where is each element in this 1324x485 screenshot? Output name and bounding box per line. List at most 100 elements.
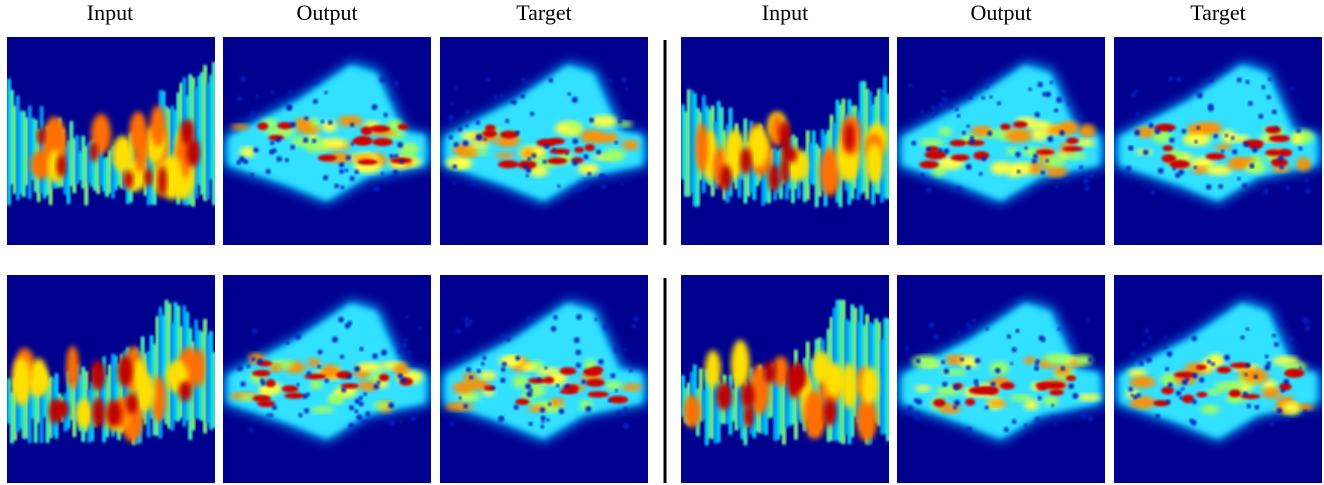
cold-dot [1045,91,1052,98]
warm-blob [914,384,931,392]
streak [811,359,816,418]
cold-dot [529,388,533,393]
streak [75,135,80,185]
cold-dot [965,163,972,170]
cold-dot [1271,109,1277,115]
cold-dot [573,337,580,343]
warm-blob [1282,402,1300,413]
cold-dot [265,168,271,174]
cold-dot [1273,178,1278,183]
cold-dot [911,140,917,146]
hot-core [1196,391,1208,398]
streak [146,129,151,206]
cold-dot [373,187,379,193]
hot-core [1066,137,1079,144]
cold-dot [1258,113,1264,119]
streak [853,307,858,417]
streak [713,373,718,444]
cold-dot [1131,92,1137,98]
cold-dot [544,366,548,370]
cold-dot [306,371,311,376]
cold-dot [955,188,960,193]
streak [161,315,166,419]
cold-dot [524,81,528,86]
hot-core [919,160,939,169]
hot-core [1062,146,1084,152]
cold-dot [354,169,359,175]
warm-blob [326,395,345,405]
heatmap-panel [1114,275,1322,483]
cold-dot [1068,383,1075,389]
cold-dot [332,336,338,343]
cold-dot [598,359,604,365]
warm-blob [239,394,257,401]
cold-dot [290,121,296,128]
cold-dot [345,155,351,161]
hot-core [257,400,276,408]
streak [105,156,110,197]
cold-dot [614,140,618,145]
cold-dot [1006,334,1012,339]
streak [108,364,112,418]
cold-dot [317,349,323,355]
warm-blob [337,115,363,127]
cold-dot [960,357,965,362]
warm-blob [549,397,565,407]
hot-core [740,147,752,175]
cold-dot [1223,354,1230,361]
warm-blob [273,126,295,138]
cold-dot [594,317,598,322]
streak [206,334,211,424]
cold-dot [287,428,291,433]
cold-dot [934,110,939,115]
cold-dot [1176,76,1182,82]
hot-spot [705,350,721,389]
cold-dot [354,365,361,372]
cold-dot [348,422,354,428]
cold-dot [388,419,395,426]
cold-dot [354,409,359,414]
cold-dot [399,420,403,424]
column-header: Input [762,0,808,25]
streak [96,369,101,423]
warm-blob [605,380,623,391]
hot-spot [772,356,790,387]
cold-dot [604,176,609,181]
warm-blob [1077,393,1102,402]
cold-dot [957,331,961,335]
cold-dot [462,140,469,147]
hot-core [574,146,585,153]
cold-dot [1072,392,1079,399]
streak [808,142,813,184]
warm-blob [1231,157,1257,166]
cold-dot [546,418,550,422]
panels [7,37,1322,483]
hot-core [1161,154,1177,163]
cold-dot [1208,105,1214,112]
cold-dot [1168,76,1174,82]
streak [30,117,35,181]
streak [39,106,44,194]
cold-dot [1272,333,1276,338]
cold-dot [527,156,532,161]
warm-blob [521,363,536,372]
cold-dot [1034,112,1040,118]
hot-core [949,139,967,147]
cold-dot [928,322,935,329]
cold-dot [237,365,243,372]
cold-dot [621,76,627,83]
warm-blob [1227,381,1242,392]
cold-dot [1088,172,1094,179]
cold-dot [288,90,292,95]
hot-core [844,122,855,152]
cold-dot [303,137,309,143]
streak [99,148,104,186]
cold-dot [501,367,506,372]
hot-core [178,381,192,402]
streak [119,354,124,433]
cold-dot [1067,101,1071,106]
cold-dot [933,333,940,340]
warm-blob [1075,354,1093,366]
cold-dot [916,398,923,405]
cold-dot [361,420,367,426]
